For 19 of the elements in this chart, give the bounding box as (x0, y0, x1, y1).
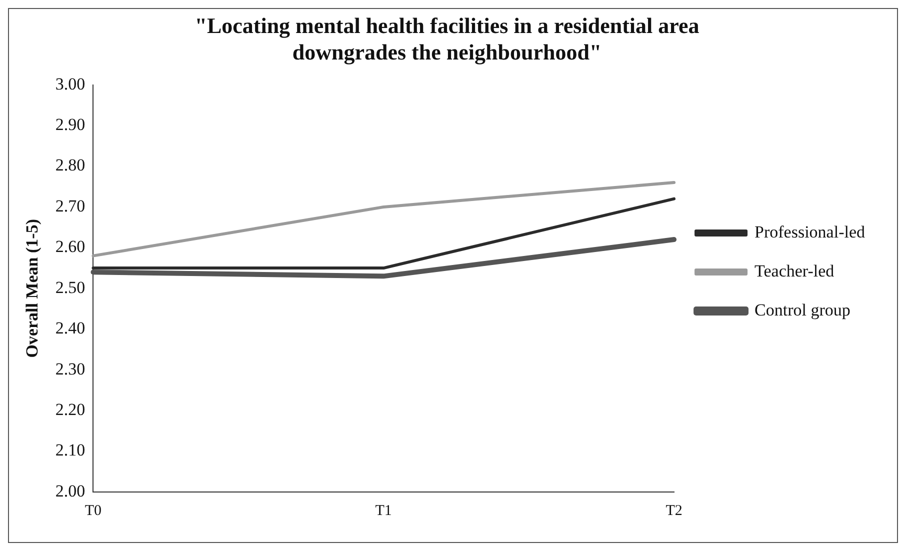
x-tick-label: T2 (666, 502, 682, 519)
y-tick-label: 2.20 (55, 400, 86, 420)
y-tick-label: 2.60 (55, 237, 86, 256)
y-tick-label: 2.50 (55, 278, 86, 297)
y-tick-label: 2.80 (55, 156, 86, 175)
chart-title: "Locating mental health facilities in a residential area downgrades the neighbourhood" (194, 12, 700, 64)
y-tick-label: 2.70 (55, 196, 86, 216)
x-tick-label: T1 (375, 502, 392, 519)
y-tick-label: 2.10 (55, 440, 86, 460)
legend-label: Professional-led (754, 222, 866, 242)
y-axis-title: Overall Mean (1-5) (22, 219, 42, 358)
y-tick-label: 3.00 (55, 74, 86, 94)
y-tick-label: 2.90 (55, 114, 86, 134)
y-tick-label: 2.30 (55, 359, 86, 378)
legend-label: Control group (754, 300, 850, 320)
y-tick-label: 2.00 (55, 481, 86, 500)
legend-label: Teacher-led (754, 261, 835, 280)
y-tick-label: 2.40 (55, 318, 86, 338)
x-tick-label: T0 (84, 502, 102, 519)
